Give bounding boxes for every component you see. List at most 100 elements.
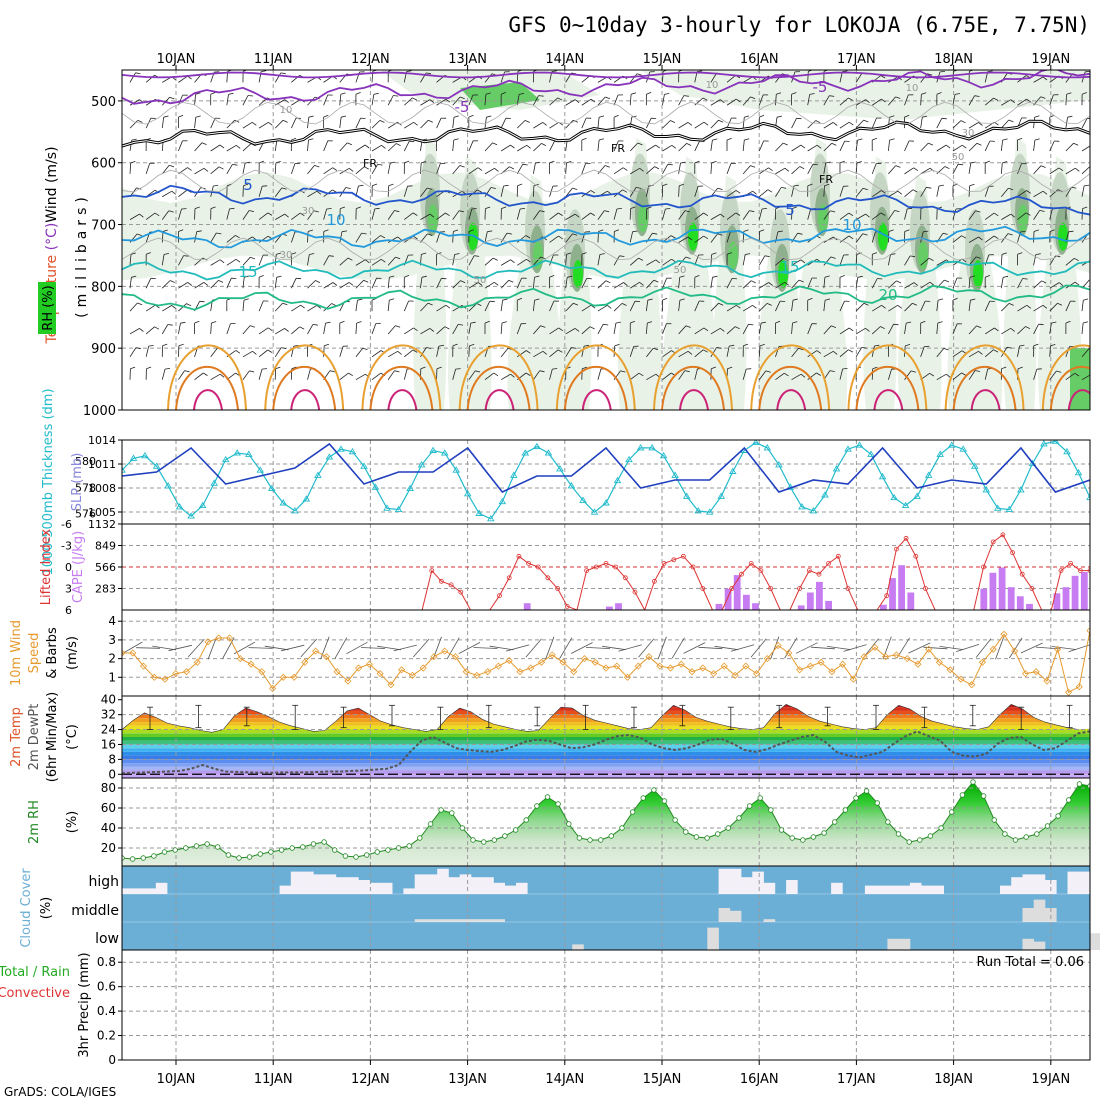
wind-barb-feather — [364, 166, 369, 170]
wind-barb — [532, 300, 535, 312]
thickness-point — [694, 507, 702, 514]
wind-barb — [839, 140, 846, 152]
cloud-high-block — [898, 885, 911, 894]
thickness-point — [1051, 440, 1060, 444]
rh-contour-label: 10 — [906, 83, 919, 94]
wind-barb-feather — [590, 212, 596, 216]
wind-barb — [533, 122, 544, 129]
isotherm-label: FR — [363, 157, 377, 170]
wind-barb-feather — [636, 187, 642, 189]
thickness-point — [1086, 493, 1090, 501]
wind-barb — [242, 350, 253, 358]
wind-barb — [226, 144, 237, 152]
wind-barb-feather — [750, 165, 756, 168]
wind-barb — [888, 324, 894, 335]
lifted-index-point — [981, 564, 986, 570]
isotherm-35-loop — [387, 389, 418, 410]
wind-barb-feather — [613, 114, 619, 118]
wind-barb — [549, 121, 560, 129]
bottom-date-16JAN: 16JAN — [740, 1072, 779, 1087]
wind-barb — [936, 118, 943, 129]
cape-bars — [523, 565, 1088, 610]
wind-barb — [920, 94, 922, 106]
lifted-index-point — [535, 564, 541, 570]
wind-barb-feather — [194, 320, 200, 324]
wind10m-barb — [810, 646, 835, 650]
rh2m-point — [970, 779, 976, 785]
rh2m-point — [746, 803, 753, 809]
wind-barb-feather — [1017, 137, 1023, 141]
wind-barb — [291, 304, 301, 312]
wind-barb — [226, 208, 230, 220]
wind-barb — [323, 167, 333, 175]
isotherm-label: FR — [819, 173, 833, 186]
wind-barb — [291, 98, 301, 106]
lifted-index-point — [545, 575, 551, 581]
precip-tick-label: 0.2 — [97, 1029, 116, 1043]
wind-barb — [1065, 257, 1075, 266]
rh2m-point — [193, 843, 200, 849]
wind-barb — [581, 212, 591, 220]
wind-barb — [871, 326, 881, 335]
isotherm-30-loop — [369, 365, 434, 410]
temperature-band — [122, 714, 1090, 719]
wind-barb-feather — [404, 160, 410, 164]
temperature-band — [122, 700, 1090, 704]
rh2m-point — [374, 849, 380, 855]
cloud-high-block — [358, 880, 370, 894]
cape-tick-label: 1132 — [88, 518, 116, 531]
rh2m-point — [991, 817, 997, 823]
wind10m-point — [204, 638, 212, 646]
wind-barb-feather — [503, 184, 509, 187]
lifted-index-point — [739, 571, 744, 577]
wind-barb — [339, 372, 349, 381]
lifted-index-point — [903, 535, 909, 541]
wind-barb — [1033, 165, 1042, 175]
wind-barb-feather — [485, 92, 491, 95]
wind-barb — [1017, 98, 1027, 106]
thickness-tick-label: 578 — [75, 481, 96, 494]
wind-barb — [823, 210, 831, 220]
rh2m-point — [544, 794, 551, 800]
wind10m-point — [968, 681, 976, 689]
wind-barb-feather — [639, 281, 644, 286]
wind-barb-feather — [960, 120, 966, 124]
wind-barb-feather — [1058, 167, 1064, 172]
wind10m-barb — [334, 637, 348, 659]
rh2m-point — [300, 844, 306, 850]
wind-barb — [161, 96, 170, 106]
wind-barb-feather — [848, 97, 853, 101]
wind-barb-feather — [726, 252, 732, 255]
wind-barb — [758, 208, 763, 220]
wind-barb — [500, 185, 504, 197]
wind10m-point — [935, 658, 943, 666]
wind10m-frame — [121, 609, 1091, 697]
cloud-high-block — [369, 882, 382, 894]
wind-barb-feather — [711, 161, 717, 164]
wind-barb — [613, 255, 620, 266]
upper-air-ylabel: (millibars) — [74, 192, 90, 318]
wind-barb-feather — [395, 256, 401, 260]
wind-barb — [307, 165, 315, 175]
cloud-high-block — [470, 877, 483, 894]
wind-barb-feather — [993, 212, 999, 217]
wind-barb — [758, 255, 766, 266]
lifted-index-point — [1019, 571, 1025, 577]
wind-barb — [516, 94, 520, 106]
cape-bar — [898, 565, 905, 610]
wind-barb-feather — [1040, 165, 1046, 168]
wind-barb-feather — [361, 232, 367, 235]
wind-barb-feather — [881, 190, 886, 194]
top-date-11JAN: 11JAN — [254, 52, 293, 67]
wind-barb-feather — [590, 190, 596, 194]
wind-barb — [452, 210, 460, 220]
wind-barb — [1065, 167, 1076, 175]
cloud-high-block — [482, 877, 494, 894]
wind-barb-feather — [535, 161, 541, 164]
wind-barb-feather — [195, 115, 201, 118]
wind-barb — [516, 164, 524, 175]
wind-barb-feather — [146, 366, 152, 370]
wind-barb-feather — [421, 252, 427, 255]
wind-barb — [791, 71, 796, 83]
wind-barb-feather — [573, 119, 579, 123]
